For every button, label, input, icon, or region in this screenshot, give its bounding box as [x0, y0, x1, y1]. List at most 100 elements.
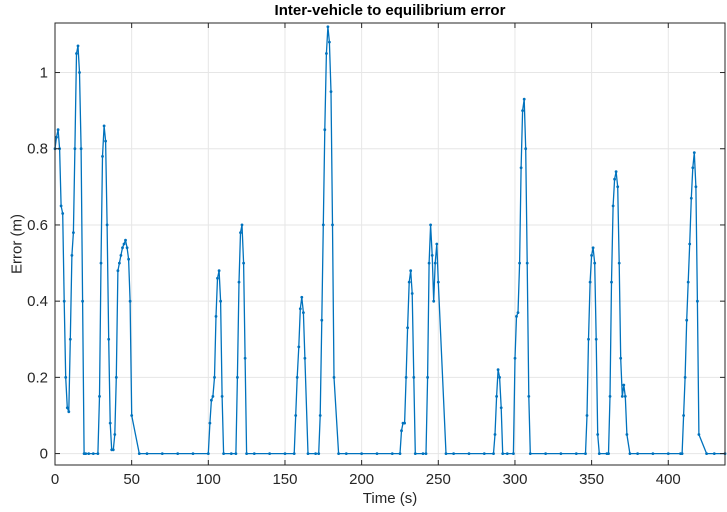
data-point: [590, 254, 593, 257]
data-point: [400, 429, 403, 433]
data-point: [406, 326, 409, 330]
axes-box: [54, 22, 726, 466]
data-point: [297, 345, 301, 349]
data-point: [596, 433, 600, 436]
data-point: [429, 223, 432, 227]
data-point: [390, 452, 394, 455]
data-point: [242, 261, 246, 265]
data-point: [682, 414, 685, 417]
data-point: [318, 414, 322, 417]
data-point: [544, 452, 547, 455]
data-point: [636, 452, 639, 455]
data-point: [516, 311, 520, 314]
data-point: [424, 452, 428, 455]
y-axis-label: Error (m): [8, 214, 25, 274]
data-point: [61, 212, 65, 215]
data-point: [62, 299, 66, 303]
data-point: [108, 421, 112, 425]
data-point: [433, 261, 437, 265]
data-point: [407, 280, 411, 284]
data-point: [295, 376, 299, 379]
data-point: [493, 433, 497, 436]
data-point: [521, 109, 524, 112]
data-point: [452, 452, 455, 455]
y-tick-label: 0.8: [27, 141, 48, 158]
data-point: [495, 395, 498, 398]
data-point: [68, 337, 72, 341]
x-tick-label: 300: [502, 471, 527, 488]
data-point: [239, 231, 242, 235]
data-point: [78, 71, 81, 74]
data-point: [496, 368, 500, 372]
data-point: [712, 452, 716, 455]
data-point: [122, 242, 126, 246]
data-point: [619, 356, 623, 360]
data-point: [620, 395, 624, 398]
x-tick-label: 400: [656, 471, 681, 488]
y-tick-label: 0.2: [27, 369, 48, 386]
data-point: [623, 395, 627, 398]
data-point: [237, 280, 241, 284]
data-point: [127, 257, 130, 261]
data-point: [67, 410, 71, 414]
data-point: [206, 452, 210, 455]
data-point: [328, 40, 331, 44]
data-point: [283, 452, 287, 455]
data-point: [121, 246, 124, 250]
data-point: [114, 376, 118, 379]
data-point: [72, 231, 75, 235]
data-point: [694, 185, 698, 189]
data-point: [329, 90, 333, 93]
data-point: [613, 177, 616, 181]
series-line: [54, 26, 725, 455]
data-point: [513, 356, 517, 360]
data-point: [593, 261, 597, 265]
data-point: [292, 452, 296, 455]
data-point: [522, 97, 526, 101]
data-point: [118, 261, 121, 265]
chart-title: Inter-vehicle to equilibrium error: [275, 2, 506, 19]
data-point: [409, 269, 413, 273]
data-point: [499, 406, 503, 410]
data-point: [628, 452, 632, 455]
data-point: [404, 376, 408, 379]
data-point: [176, 452, 180, 455]
y-tick-labels: 0 0.2 0.4 0.6 0.8 1: [27, 65, 48, 463]
data-point: [375, 452, 379, 455]
data-point: [403, 421, 406, 425]
data-point: [432, 299, 436, 303]
data-point: [467, 452, 471, 455]
data-point: [528, 452, 532, 455]
data-point: [65, 406, 69, 410]
data-point: [245, 452, 249, 455]
data-point: [56, 128, 60, 132]
data-point: [211, 395, 215, 398]
y-tick-label: 1: [40, 65, 48, 82]
data-point: [421, 452, 425, 455]
data-point: [326, 25, 330, 29]
x-tick-label: 350: [579, 471, 604, 488]
data-point: [124, 238, 127, 242]
data-point: [137, 452, 141, 455]
y-tick-label: 0.6: [27, 217, 48, 234]
data-point: [128, 299, 132, 303]
data-point: [87, 452, 91, 455]
data-point: [444, 452, 448, 455]
data-point: [102, 124, 106, 128]
data-point: [222, 452, 226, 455]
data-point: [705, 452, 708, 455]
data-point: [574, 452, 578, 455]
data-point: [73, 147, 77, 151]
data-point: [697, 433, 701, 436]
x-axis-label: Time (s): [363, 490, 417, 507]
data-point: [302, 311, 305, 314]
data-point: [683, 376, 687, 379]
data-point: [430, 254, 434, 257]
data-point: [119, 254, 123, 257]
data-point: [501, 452, 505, 455]
data-point: [64, 376, 68, 379]
data-point: [76, 44, 80, 48]
data-point: [611, 204, 615, 208]
data-point: [332, 376, 336, 379]
